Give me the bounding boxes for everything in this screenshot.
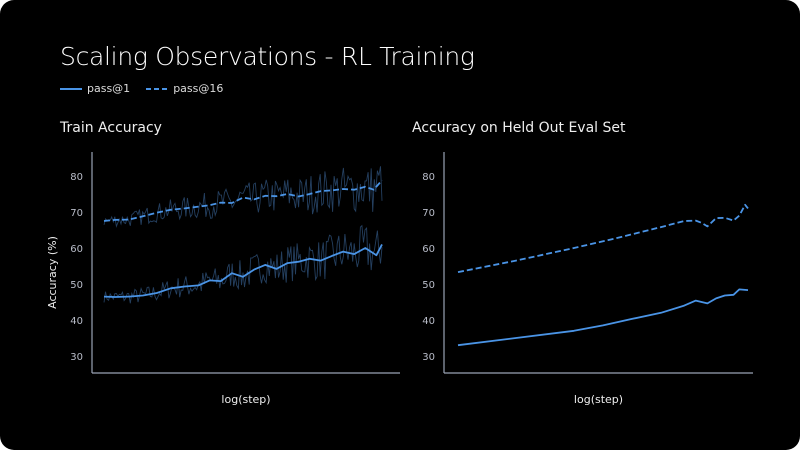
series-line-pass@1: [457, 288, 749, 347]
y-tick-label: 70: [70, 208, 83, 219]
y-tick-label: 80: [70, 172, 83, 183]
legend-label: pass@16: [173, 82, 224, 95]
y-axis-label: Accuracy (%): [46, 236, 59, 309]
chart-title-train: Train Accuracy: [60, 120, 162, 136]
y-tick-label: 40: [422, 316, 435, 327]
raw-series-pass@1: [103, 224, 383, 304]
y-tick-label: 80: [422, 172, 435, 183]
page-title: Scaling Observations - RL Training: [60, 42, 475, 71]
legend-item-pass16: pass@16: [146, 82, 223, 95]
x-axis-label: log(step): [221, 393, 270, 406]
legend: pass@1 pass@16: [60, 82, 223, 95]
series-line-pass@16: [103, 179, 383, 222]
x-axis-label: log(step): [574, 393, 623, 406]
y-tick-label: 70: [422, 208, 435, 219]
y-tick-label: 60: [70, 244, 83, 255]
series-line-pass@16: [457, 203, 749, 273]
legend-label: pass@1: [87, 82, 131, 95]
raw-series-pass@16: [103, 166, 383, 228]
legend-item-pass1: pass@1: [60, 82, 130, 95]
y-tick-label: 50: [70, 280, 83, 291]
y-tick-label: 30: [422, 352, 435, 363]
y-tick-label: 50: [422, 280, 435, 291]
y-tick-label: 30: [70, 352, 83, 363]
chart-title-eval: Accuracy on Held Out Eval Set: [412, 120, 626, 136]
series-line-pass@1: [103, 243, 383, 298]
solid-line-swatch: [60, 87, 82, 90]
y-tick-label: 40: [70, 316, 83, 327]
dashed-line-swatch: [146, 87, 169, 90]
y-tick-label: 60: [422, 244, 435, 255]
